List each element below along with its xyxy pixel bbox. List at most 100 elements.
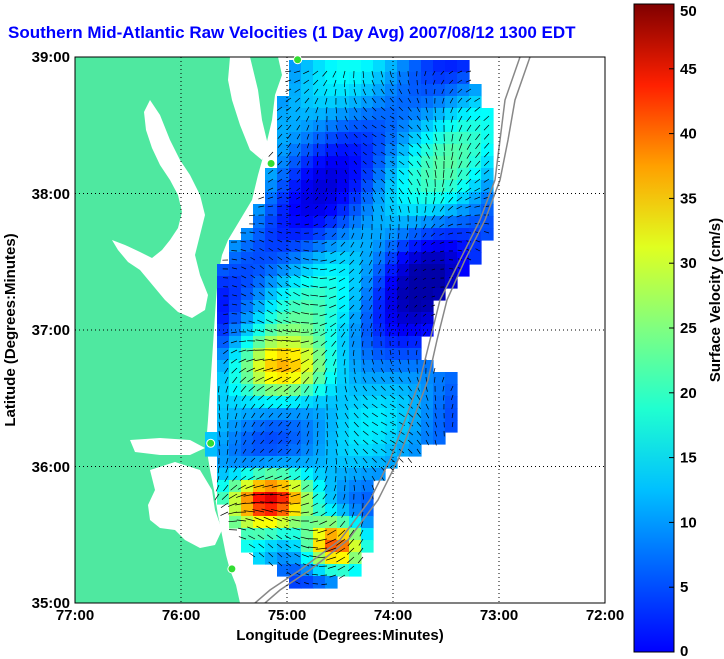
- velocity-cell: [337, 432, 350, 445]
- velocity-vector: [293, 274, 301, 279]
- velocity-vector: [301, 554, 310, 558]
- velocity-vector: [338, 574, 346, 579]
- velocity-vector: [465, 205, 472, 209]
- velocity-vector: [380, 367, 385, 374]
- velocity-cell: [349, 108, 362, 121]
- velocity-vector: [448, 70, 454, 75]
- velocity-cell: [325, 408, 338, 421]
- velocity-vector: [249, 552, 256, 558]
- velocity-cell: [253, 540, 266, 553]
- velocity-vector: [220, 511, 229, 516]
- velocity-vector: [380, 394, 387, 400]
- velocity-vector: [275, 394, 283, 401]
- velocity-vector: [305, 196, 310, 200]
- velocity-vector: [268, 239, 274, 243]
- velocity-cell: [241, 444, 254, 457]
- velocity-cell: [241, 540, 254, 553]
- velocity-vector: [389, 142, 396, 147]
- velocity-vector: [380, 97, 386, 103]
- velocity-vector: [286, 115, 292, 121]
- velocity-vector: [223, 484, 229, 492]
- velocity-cell: [349, 228, 362, 241]
- velocity-cell: [325, 156, 338, 169]
- velocity-vector: [434, 403, 437, 410]
- velocity-vector: [305, 205, 310, 209]
- velocity-vector: [286, 571, 292, 576]
- velocity-vector: [380, 142, 386, 146]
- velocity-vector: [379, 313, 382, 319]
- velocity-vector: [483, 133, 490, 140]
- velocity-vector: [319, 286, 328, 288]
- velocity-vector: [287, 160, 292, 166]
- velocity-vector: [362, 97, 367, 104]
- velocity-vector: [416, 376, 420, 383]
- velocity-vector: [262, 367, 274, 372]
- velocity-vector: [276, 106, 283, 111]
- velocity-vector: [380, 448, 387, 454]
- velocity-vector: [287, 430, 292, 436]
- velocity-vector: [310, 322, 319, 325]
- velocity-cell: [433, 96, 446, 109]
- velocity-cell: [397, 240, 410, 253]
- velocity-cell: [229, 312, 242, 325]
- velocity-vector: [286, 448, 292, 454]
- velocity-cell: [265, 528, 278, 541]
- velocity-vector: [260, 493, 274, 496]
- velocity-vector: [233, 394, 238, 402]
- velocity-vector: [352, 223, 355, 230]
- velocity-vector: [389, 349, 392, 356]
- velocity-cell: [289, 288, 302, 301]
- velocity-vector: [238, 358, 247, 363]
- velocity-cell: [433, 204, 446, 217]
- velocity-cell: [277, 204, 290, 217]
- velocity-vector: [441, 376, 445, 383]
- velocity-vector: [414, 268, 418, 272]
- velocity-vector: [240, 257, 247, 261]
- velocity-cell: [361, 480, 374, 493]
- velocity-cell: [325, 180, 338, 193]
- velocity-cell: [313, 420, 326, 433]
- velocity-vector: [353, 448, 359, 455]
- velocity-cell: [337, 144, 350, 157]
- velocity-cell: [253, 300, 266, 313]
- velocity-vector: [466, 115, 472, 122]
- velocity-cell: [289, 432, 302, 445]
- velocity-cell: [433, 216, 446, 229]
- velocity-vector: [380, 169, 386, 174]
- velocity-vector: [247, 330, 256, 333]
- velocity-vector: [294, 562, 301, 567]
- velocity-vector: [457, 88, 463, 94]
- velocity-vector: [340, 241, 346, 247]
- velocity-cell: [361, 144, 374, 157]
- velocity-cell: [241, 264, 254, 277]
- velocity-cell: [277, 372, 290, 385]
- velocity-vector: [325, 556, 337, 561]
- velocity-vector: [276, 543, 283, 549]
- velocity-vector: [330, 250, 337, 255]
- velocity-vector: [335, 430, 339, 438]
- velocity-vector: [466, 142, 472, 150]
- velocity-vector: [316, 115, 319, 123]
- velocity-vector: [398, 412, 405, 418]
- velocity-cell: [277, 216, 290, 229]
- velocity-vector: [439, 214, 445, 220]
- velocity-vector: [422, 241, 427, 246]
- velocity-cell: [289, 300, 302, 313]
- velocity-vector: [303, 88, 310, 94]
- velocity-vector: [277, 561, 283, 567]
- velocity-vector: [322, 358, 328, 366]
- velocity-cell: [313, 240, 326, 253]
- velocity-vector: [398, 106, 404, 112]
- velocity-vector: [407, 367, 411, 374]
- velocity-cell: [397, 288, 410, 301]
- velocity-vector: [440, 79, 445, 85]
- velocity-vector: [223, 322, 229, 325]
- velocity-vector: [325, 457, 328, 465]
- velocity-vector: [286, 403, 292, 410]
- velocity-vector: [291, 367, 301, 374]
- velocity-cell: [349, 216, 362, 229]
- velocity-vector: [250, 248, 256, 252]
- velocity-cell: [217, 420, 230, 433]
- velocity-cell: [289, 456, 302, 469]
- velocity-vector: [277, 178, 283, 183]
